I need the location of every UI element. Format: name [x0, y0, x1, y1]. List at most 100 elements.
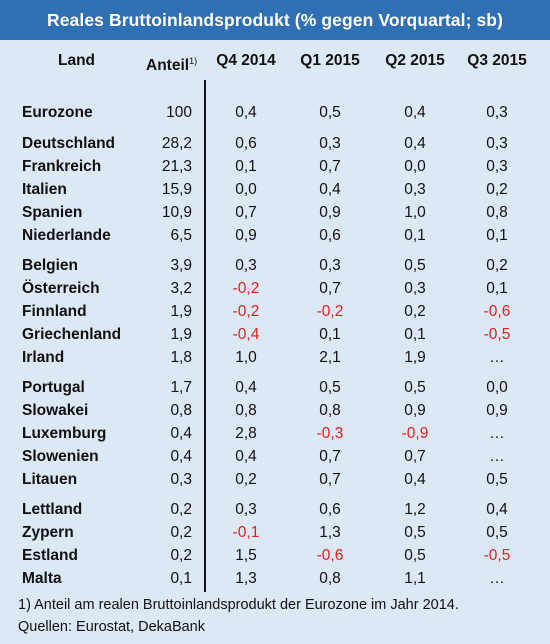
- cell-q1-2015: 1,3: [319, 524, 341, 541]
- cell-q1-2015: 0,1: [319, 326, 341, 343]
- cell-q1-2015: -0,3: [316, 425, 344, 442]
- cell-q2-2015: 0,5: [404, 379, 426, 396]
- cell-q4-2014: 0,9: [235, 227, 257, 244]
- cell-q2-2015: 1,0: [404, 204, 426, 221]
- cell-anteil: 6,5: [170, 227, 192, 244]
- cell-q4-2014: 0,1: [235, 158, 257, 175]
- cell-anteil: 0,4: [170, 448, 192, 465]
- cell-anteil: 1,9: [170, 326, 192, 343]
- cell-q2-2015: 0,0: [404, 158, 426, 175]
- cell-q1-2015: 0,4: [319, 181, 341, 198]
- cell-land: Lettland: [22, 501, 83, 518]
- cell-q1-2015: 0,6: [319, 227, 341, 244]
- header-land: Land: [58, 52, 96, 69]
- cell-anteil: 1,8: [170, 349, 192, 366]
- cell-q2-2015: 1,2: [404, 501, 426, 518]
- cell-land: Griechenland: [22, 326, 122, 343]
- cell-q4-2014: 2,8: [235, 425, 257, 442]
- cell-anteil: 1,7: [170, 379, 192, 396]
- cell-q2-2015: 0,5: [404, 257, 426, 274]
- cell-q4-2014: -0,2: [232, 303, 260, 320]
- cell-q4-2014: -0,2: [232, 280, 260, 297]
- cell-q4-2014: 0,0: [235, 181, 257, 198]
- cell-land: Italien: [22, 181, 67, 198]
- cell-land: Malta: [22, 570, 62, 587]
- cell-anteil: 1,9: [170, 303, 192, 320]
- cell-anteil: 28,2: [161, 135, 192, 152]
- cell-anteil: 0,8: [170, 402, 192, 419]
- cell-q4-2014: 0,4: [235, 104, 257, 121]
- cell-land: Luxemburg: [22, 425, 107, 442]
- cell-q2-2015: 0,9: [404, 402, 426, 419]
- cell-q1-2015: 0,7: [319, 280, 341, 297]
- cell-land: Belgien: [22, 257, 78, 274]
- header-anteil-label: Anteil: [146, 57, 190, 75]
- cell-q3-2015: 0,1: [486, 280, 508, 297]
- cell-q3-2015: 0,1: [486, 227, 508, 244]
- header-q4-2014: Q4 2014: [216, 52, 276, 69]
- cell-q4-2014: 0,4: [235, 379, 257, 396]
- cell-anteil: 21,3: [161, 158, 192, 175]
- cell-q3-2015: …: [489, 448, 505, 465]
- cell-land: Spanien: [22, 204, 83, 221]
- cell-q4-2014: 0,7: [235, 204, 257, 221]
- cell-q3-2015: …: [489, 570, 505, 587]
- cell-q1-2015: 0,7: [319, 158, 341, 175]
- cell-land: Slowakei: [22, 402, 89, 419]
- cell-q4-2014: -0,1: [232, 524, 260, 541]
- cell-q2-2015: 0,2: [404, 303, 426, 320]
- cell-anteil: 0,3: [170, 471, 192, 488]
- cell-q4-2014: 1,5: [235, 547, 257, 564]
- cell-land: Finnland: [22, 303, 87, 320]
- cell-q1-2015: 0,3: [319, 257, 341, 274]
- cell-q3-2015: 0,3: [486, 104, 508, 121]
- cell-q2-2015: 0,5: [404, 524, 426, 541]
- cell-q2-2015: 1,9: [404, 349, 426, 366]
- footnote-anteil: 1) Anteil am realen Bruttoinlandsprodukt…: [18, 597, 459, 613]
- cell-q4-2014: 1,3: [235, 570, 257, 587]
- cell-anteil: 0,2: [170, 547, 192, 564]
- cell-q1-2015: 0,9: [319, 204, 341, 221]
- footnote-sources: Quellen: Eurostat, DekaBank: [18, 619, 205, 635]
- cell-anteil: 0,4: [170, 425, 192, 442]
- cell-anteil: 100: [166, 104, 192, 121]
- cell-land: Eurozone: [22, 104, 93, 121]
- cell-anteil: 0,1: [170, 570, 192, 587]
- cell-land: Litauen: [22, 471, 78, 488]
- cell-q1-2015: 0,5: [319, 379, 341, 396]
- header-anteil-footnote-marker: 1): [189, 56, 198, 66]
- cell-q2-2015: 1,1: [404, 570, 426, 587]
- cell-q4-2014: 0,2: [235, 471, 257, 488]
- cell-q4-2014: 0,3: [235, 501, 257, 518]
- cell-q2-2015: 0,3: [404, 181, 426, 198]
- cell-q1-2015: 0,6: [319, 501, 341, 518]
- cell-q1-2015: -0,2: [316, 303, 344, 320]
- header-q3-2015: Q3 2015: [467, 52, 527, 69]
- cell-q1-2015: 0,8: [319, 402, 341, 419]
- cell-land: Irland: [22, 349, 65, 366]
- cell-land: Estland: [22, 547, 78, 564]
- cell-q2-2015: 0,1: [404, 227, 426, 244]
- cell-q3-2015: 0,8: [486, 204, 508, 221]
- cell-q1-2015: 0,3: [319, 135, 341, 152]
- cell-q3-2015: 0,3: [486, 158, 508, 175]
- cell-q4-2014: 1,0: [235, 349, 257, 366]
- cell-q4-2014: -0,4: [232, 326, 260, 343]
- cell-q2-2015: 0,1: [404, 326, 426, 343]
- cell-q3-2015: 0,3: [486, 135, 508, 152]
- cell-q2-2015: 0,5: [404, 547, 426, 564]
- cell-anteil: 3,2: [170, 280, 192, 297]
- cell-anteil: 3,9: [170, 257, 192, 274]
- cell-q1-2015: 2,1: [319, 349, 341, 366]
- cell-q3-2015: 0,9: [486, 402, 508, 419]
- cell-land: Zypern: [22, 524, 74, 541]
- cell-q3-2015: …: [489, 349, 505, 366]
- cell-q4-2014: 0,8: [235, 402, 257, 419]
- cell-land: Slowenien: [22, 448, 99, 465]
- cell-land: Frankreich: [22, 158, 102, 175]
- cell-land: Österreich: [22, 280, 100, 297]
- cell-q1-2015: 0,8: [319, 570, 341, 587]
- header-anteil: Anteil1): [146, 52, 197, 75]
- cell-anteil: 0,2: [170, 501, 192, 518]
- cell-anteil: 0,2: [170, 524, 192, 541]
